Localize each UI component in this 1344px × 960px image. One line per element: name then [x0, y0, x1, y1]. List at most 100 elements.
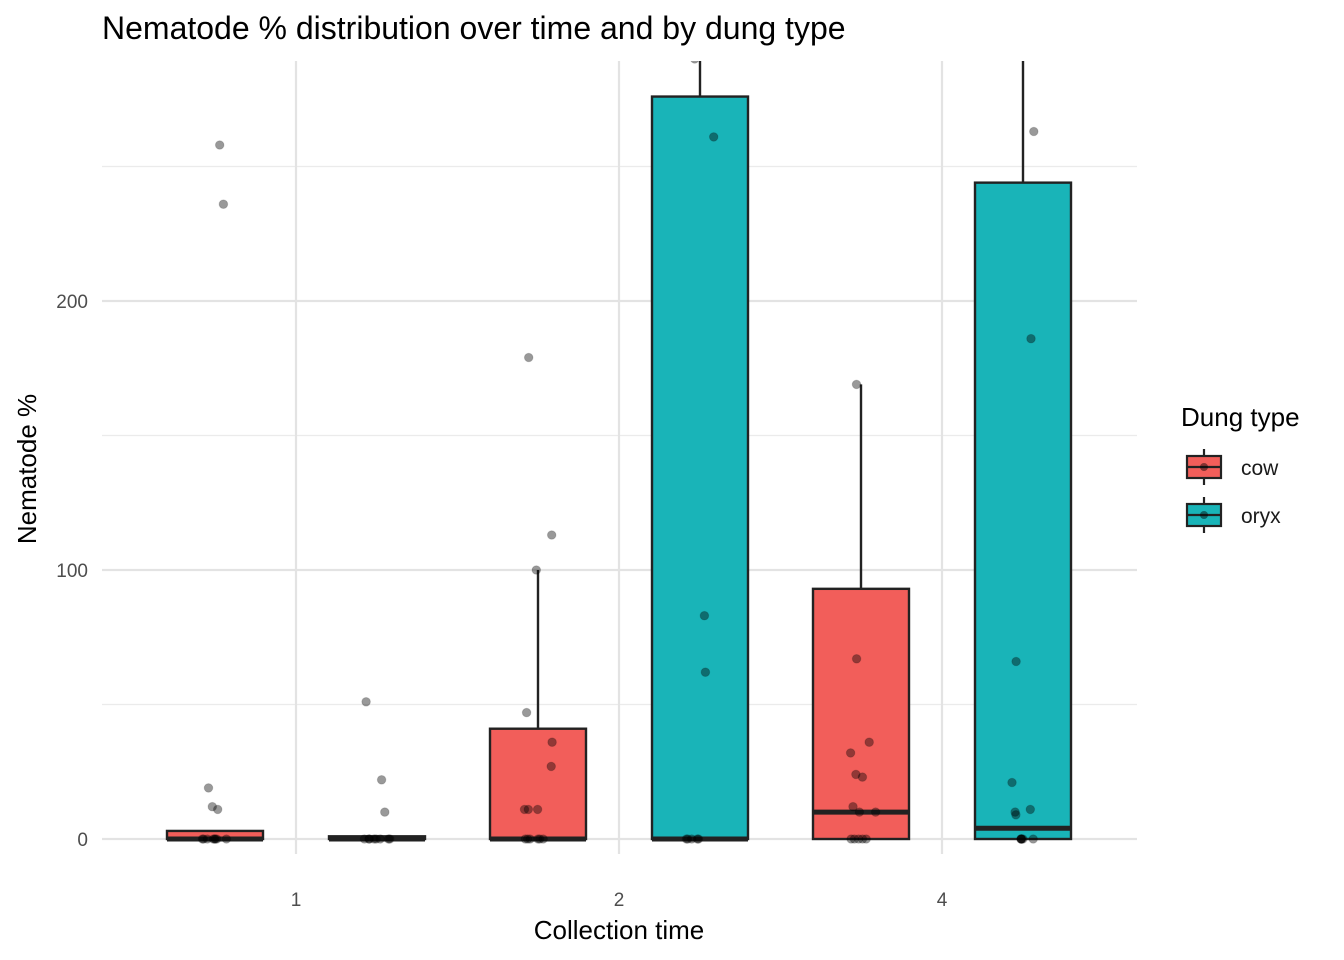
x-tick-label: 2 — [614, 890, 625, 911]
chart-title: Nematode % distribution over time and by… — [102, 10, 846, 46]
data-point — [210, 834, 220, 844]
data-point — [523, 804, 534, 815]
box-body — [488, 727, 588, 841]
data-point — [851, 379, 862, 390]
legend: Dung type cow oryx — [1181, 402, 1300, 533]
legend-label: cow — [1241, 457, 1279, 480]
data-point — [212, 804, 223, 815]
data-point — [364, 834, 375, 844]
legend-label: oryx — [1241, 505, 1281, 528]
data-point — [538, 834, 549, 844]
data-point — [853, 834, 864, 844]
data-point — [1029, 126, 1039, 137]
data-point — [371, 834, 381, 844]
data-point — [209, 834, 220, 844]
data-point — [364, 834, 374, 844]
data-point — [846, 834, 856, 844]
x-axis-ticks: 1 2 4 — [291, 890, 948, 911]
x-tick-label: 4 — [937, 890, 948, 911]
legend-item-oryx: oryx — [1185, 497, 1281, 533]
data-point — [533, 834, 543, 844]
data-point — [519, 804, 530, 815]
box-body — [650, 95, 750, 841]
data-point — [1007, 777, 1017, 788]
data-point — [214, 140, 225, 150]
data-point — [207, 801, 218, 812]
data-point — [197, 834, 208, 844]
box-cow-4 — [811, 384, 911, 841]
data-point — [851, 654, 862, 664]
legend-title: Dung type — [1181, 402, 1300, 432]
data-point — [870, 807, 881, 817]
data-point — [861, 834, 872, 844]
box-oryx-1 — [327, 835, 427, 842]
box-oryx-4 — [973, 61, 1073, 841]
data-point — [1026, 333, 1036, 344]
box-series — [165, 61, 1073, 842]
data-point — [202, 834, 213, 844]
data-point — [690, 61, 700, 64]
x-tick-label: 1 — [291, 890, 302, 911]
data-point — [535, 834, 545, 844]
data-point — [681, 834, 692, 844]
data-point — [375, 834, 385, 844]
legend-key-point — [1200, 511, 1208, 519]
data-point — [845, 748, 856, 758]
box-oryx-2 — [650, 61, 750, 842]
data-point — [1016, 834, 1026, 844]
data-point — [849, 834, 860, 844]
x-axis-title: Collection time — [534, 915, 705, 945]
y-axis-ticks: 0 100 200 — [56, 292, 88, 851]
data-point — [1025, 804, 1036, 815]
box-body — [811, 587, 911, 841]
gridlines — [102, 61, 1137, 854]
data-point — [383, 834, 394, 844]
data-point — [547, 737, 557, 748]
legend-item-cow: cow — [1185, 449, 1279, 485]
jitter-points — [197, 61, 1039, 844]
data-point — [700, 667, 711, 678]
data-point — [1018, 834, 1028, 844]
data-point — [546, 530, 557, 540]
data-point — [682, 834, 693, 844]
data-point — [520, 834, 531, 844]
box-body — [973, 181, 1073, 841]
data-point — [1016, 834, 1027, 844]
data-point — [693, 834, 704, 844]
data-point — [369, 834, 379, 844]
data-point — [708, 132, 719, 142]
data-point — [208, 834, 219, 844]
box-cow-2 — [488, 570, 588, 842]
data-point — [1011, 810, 1021, 820]
legend-key-point — [1200, 463, 1208, 471]
y-tick-label: 0 — [77, 830, 88, 851]
data-point — [1016, 834, 1027, 844]
data-point — [525, 834, 535, 844]
data-point — [359, 834, 370, 844]
data-point — [361, 697, 371, 707]
y-axis-title: Nematode % — [12, 394, 42, 544]
data-point — [521, 707, 532, 718]
data-point — [1016, 834, 1027, 844]
data-point — [212, 834, 222, 844]
data-point — [1011, 656, 1021, 667]
data-point — [857, 772, 868, 782]
data-point — [686, 834, 697, 844]
data-point — [532, 804, 543, 815]
data-point — [198, 834, 209, 844]
data-point — [523, 352, 534, 363]
y-tick-label: 200 — [56, 292, 88, 313]
data-point — [522, 834, 533, 844]
data-point — [854, 807, 865, 817]
data-point — [380, 807, 390, 817]
data-point — [203, 783, 214, 793]
data-point — [699, 610, 710, 621]
data-point — [385, 834, 395, 844]
data-point — [376, 775, 387, 785]
data-point — [531, 565, 542, 575]
data-point — [851, 769, 861, 780]
data-point — [546, 761, 557, 772]
y-tick-label: 100 — [56, 561, 88, 582]
box-cow-1 — [165, 829, 265, 842]
